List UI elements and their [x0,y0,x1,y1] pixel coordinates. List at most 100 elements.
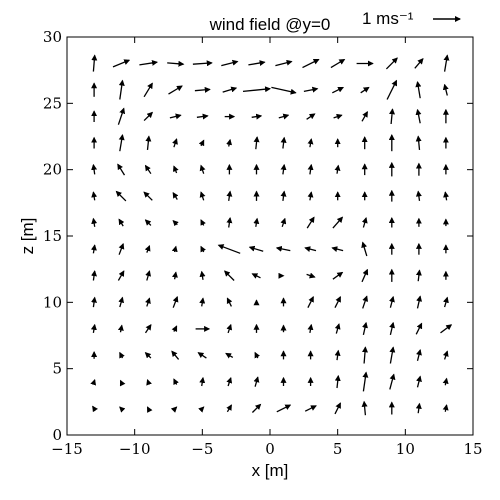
wind-vector [199,191,206,201]
wind-vector [225,352,234,359]
wind-vector [226,190,233,201]
wind-vector [198,406,205,413]
wind-vector [226,297,233,307]
wind-vector [307,163,314,175]
wind-vector [169,113,182,120]
wind-vector [280,163,287,175]
wind-vector [199,376,206,387]
wind-vector [361,241,368,257]
wind-vector [442,377,449,386]
wind-vector [332,86,344,94]
wind-vector [144,244,151,253]
wind-vector [168,85,183,95]
wind-vector [119,406,126,413]
wind-vector [192,60,213,67]
wind-vector [146,378,152,386]
quiver-key-label: 1 ms⁻¹ [362,9,414,28]
wind-vector [275,59,293,67]
wind-vector [171,350,180,360]
wind-vector [139,59,158,66]
x-tick-label: −5 [191,440,213,458]
wind-vector [112,59,131,68]
wind-vector [226,404,232,413]
wind-vector [217,244,241,254]
wind-vector [118,242,125,255]
wind-vector [386,79,398,100]
wind-vector [331,246,344,253]
wind-vector [90,244,97,254]
wind-vector [389,373,396,390]
wind-vector [144,219,152,226]
wind-vector [307,138,314,148]
wind-vector [172,165,179,174]
wind-vector [222,86,238,93]
wind-vector [334,349,341,361]
wind-vector [145,135,152,150]
wind-vector [118,296,125,308]
wind-vector [415,81,422,99]
wind-vector [119,379,126,387]
wind-vector [199,297,206,307]
wind-vector [389,346,396,364]
wind-vector [333,113,343,120]
wind-vector [415,108,422,124]
wind-vector [440,324,453,334]
x-tick-label: −15 [51,440,83,458]
wind-vector [362,321,368,336]
x-tick-label: 0 [265,440,275,458]
wind-vector [334,296,341,308]
wind-vector [115,190,127,202]
wind-vector [172,271,178,280]
y-tick-label: 10 [43,293,62,311]
wind-vector [442,350,449,360]
wind-vector [198,139,205,147]
wind-vector [280,190,287,201]
wind-vector [415,402,422,414]
x-tick-label: −10 [119,440,151,458]
wind-vector [167,60,185,67]
wind-vector [304,246,317,253]
wind-vector [334,323,341,334]
wind-vector [332,216,344,229]
wind-vector [334,402,341,415]
wind-vector [200,219,206,226]
wind-vector [334,164,341,174]
wind-vector [171,245,178,253]
wind-vector [304,405,317,412]
wind-vector [170,406,178,413]
wind-vector [144,323,152,334]
wind-vector [332,271,344,280]
wind-vector [307,296,314,308]
wind-vector [389,108,396,125]
wind-vector [253,136,260,150]
wind-vector [385,57,398,70]
wind-vector [199,164,206,174]
wind-vector [91,191,98,201]
wind-vector [197,352,207,359]
wind-vector [194,86,211,93]
wind-vector [415,269,422,282]
wind-vector [199,270,206,280]
wind-vector [145,270,152,281]
wind-vector [306,113,316,120]
wind-vector [389,321,395,336]
wind-vector [442,83,449,96]
wind-vector [254,351,261,359]
wind-vector [91,270,97,281]
wind-vector [253,376,260,387]
wind-vector [443,191,450,201]
wind-vector [278,113,290,120]
wind-vector [117,324,124,333]
wind-vector [146,406,153,413]
wind-vector [223,270,235,281]
wind-vector [172,219,179,227]
y-axis-label: z [m] [18,218,37,255]
wind-vector [117,163,126,176]
wind-vector [415,135,422,150]
wind-vector [226,217,233,228]
wind-vector [415,322,423,335]
wind-vector [361,217,368,228]
wind-vector [307,191,314,201]
wind-vector [200,245,206,253]
